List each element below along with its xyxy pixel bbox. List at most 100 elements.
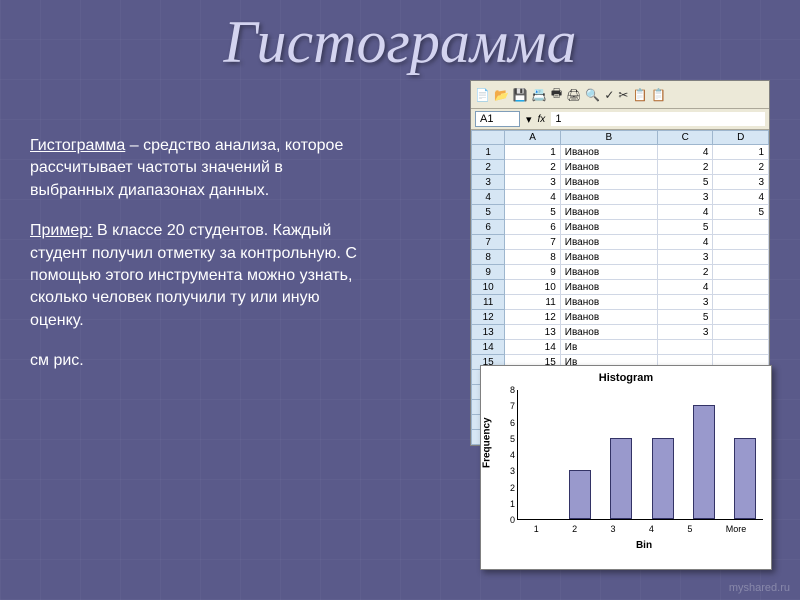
row-header[interactable]: 9 [472, 265, 505, 280]
table-row[interactable]: 1212Иванов5 [472, 310, 769, 325]
cell-reference-box[interactable]: A1 [475, 111, 520, 127]
cell[interactable]: 5 [713, 205, 769, 220]
cell[interactable] [713, 310, 769, 325]
table-row[interactable]: 1010Иванов4 [472, 280, 769, 295]
cell[interactable] [713, 235, 769, 250]
cell[interactable]: 13 [505, 325, 561, 340]
toolbar-icon[interactable]: 📇 [532, 88, 547, 102]
cell[interactable]: Иванов [560, 295, 657, 310]
cell[interactable]: 9 [505, 265, 561, 280]
table-row[interactable]: 77Иванов4 [472, 235, 769, 250]
table-row[interactable]: 33Иванов53 [472, 175, 769, 190]
table-row[interactable]: 44Иванов34 [472, 190, 769, 205]
cell[interactable]: 2 [657, 265, 713, 280]
cell[interactable]: 3 [657, 190, 713, 205]
row-header[interactable]: 8 [472, 250, 505, 265]
cell[interactable]: 3 [657, 295, 713, 310]
cell[interactable] [713, 265, 769, 280]
table-row[interactable]: 22Иванов22 [472, 160, 769, 175]
toolbar-icon[interactable]: 📋 [651, 88, 666, 102]
row-header[interactable]: 5 [472, 205, 505, 220]
cell[interactable] [713, 295, 769, 310]
cell[interactable]: 5 [657, 220, 713, 235]
toolbar-icon[interactable]: ✓ [604, 88, 614, 102]
cell[interactable]: 8 [505, 250, 561, 265]
cell[interactable]: 3 [713, 175, 769, 190]
table-row[interactable]: 11Иванов41 [472, 145, 769, 160]
cell[interactable]: 5 [657, 310, 713, 325]
formula-input[interactable]: 1 [551, 112, 765, 126]
toolbar-icon[interactable]: 💾 [513, 88, 528, 102]
row-header[interactable]: 14 [472, 340, 505, 355]
row-header[interactable]: 11 [472, 295, 505, 310]
table-row[interactable]: 88Иванов3 [472, 250, 769, 265]
cell[interactable]: Иванов [560, 310, 657, 325]
cell[interactable]: 10 [505, 280, 561, 295]
cell[interactable] [713, 220, 769, 235]
cell[interactable]: 7 [505, 235, 561, 250]
column-header[interactable]: D [713, 131, 769, 145]
table-row[interactable]: 66Иванов5 [472, 220, 769, 235]
table-row[interactable]: 1111Иванов3 [472, 295, 769, 310]
cell[interactable]: Иванов [560, 250, 657, 265]
cell[interactable]: 12 [505, 310, 561, 325]
cell[interactable]: 4 [657, 280, 713, 295]
cell[interactable]: Иванов [560, 175, 657, 190]
toolbar-icon[interactable]: 🖶 [551, 84, 562, 105]
row-header[interactable]: 2 [472, 160, 505, 175]
cell[interactable] [713, 250, 769, 265]
dropdown-icon[interactable]: ▾ [526, 113, 532, 126]
cell[interactable]: 5 [657, 175, 713, 190]
cell[interactable]: 4 [657, 205, 713, 220]
toolbar-icon[interactable]: 📄 [475, 88, 490, 102]
cell[interactable]: 3 [657, 325, 713, 340]
table-row[interactable]: 1414Ив [472, 340, 769, 355]
cell[interactable]: 2 [657, 160, 713, 175]
row-header[interactable]: 13 [472, 325, 505, 340]
column-header[interactable] [472, 131, 505, 145]
toolbar-icon[interactable]: 🖨 [566, 88, 581, 102]
cell[interactable]: 4 [657, 235, 713, 250]
cell[interactable]: 4 [657, 145, 713, 160]
toolbar-icon[interactable]: 🔍 [585, 88, 600, 102]
cell[interactable]: 2 [505, 160, 561, 175]
cell[interactable]: Иванов [560, 205, 657, 220]
row-header[interactable]: 3 [472, 175, 505, 190]
cell[interactable]: 14 [505, 340, 561, 355]
column-header[interactable]: C [657, 131, 713, 145]
column-header[interactable]: B [560, 131, 657, 145]
cell[interactable]: Иванов [560, 145, 657, 160]
toolbar-icon[interactable]: 📂 [494, 88, 509, 102]
cell[interactable]: Иванов [560, 190, 657, 205]
cell[interactable]: 1 [713, 145, 769, 160]
row-header[interactable]: 12 [472, 310, 505, 325]
cell[interactable]: 6 [505, 220, 561, 235]
cell[interactable]: Иванов [560, 160, 657, 175]
cell[interactable]: 3 [505, 175, 561, 190]
column-header[interactable]: A [505, 131, 561, 145]
row-header[interactable]: 1 [472, 145, 505, 160]
toolbar-icon[interactable]: 📋 [632, 88, 647, 102]
cell[interactable] [713, 280, 769, 295]
cell[interactable]: Иванов [560, 220, 657, 235]
cell[interactable]: 4 [713, 190, 769, 205]
table-row[interactable]: 55Иванов45 [472, 205, 769, 220]
row-header[interactable]: 6 [472, 220, 505, 235]
cell[interactable] [713, 340, 769, 355]
cell[interactable]: Иванов [560, 265, 657, 280]
cell[interactable]: Иванов [560, 325, 657, 340]
row-header[interactable]: 4 [472, 190, 505, 205]
row-header[interactable]: 7 [472, 235, 505, 250]
cell[interactable]: 4 [505, 190, 561, 205]
cell[interactable]: Иванов [560, 235, 657, 250]
cell[interactable]: 3 [657, 250, 713, 265]
cell[interactable]: Ив [560, 340, 657, 355]
cell[interactable]: 1 [505, 145, 561, 160]
cell[interactable]: 5 [505, 205, 561, 220]
toolbar-icon[interactable]: ✂ [618, 88, 628, 102]
cell[interactable]: 11 [505, 295, 561, 310]
row-header[interactable]: 10 [472, 280, 505, 295]
cell[interactable]: Иванов [560, 280, 657, 295]
cell[interactable]: 2 [713, 160, 769, 175]
cell[interactable] [713, 325, 769, 340]
